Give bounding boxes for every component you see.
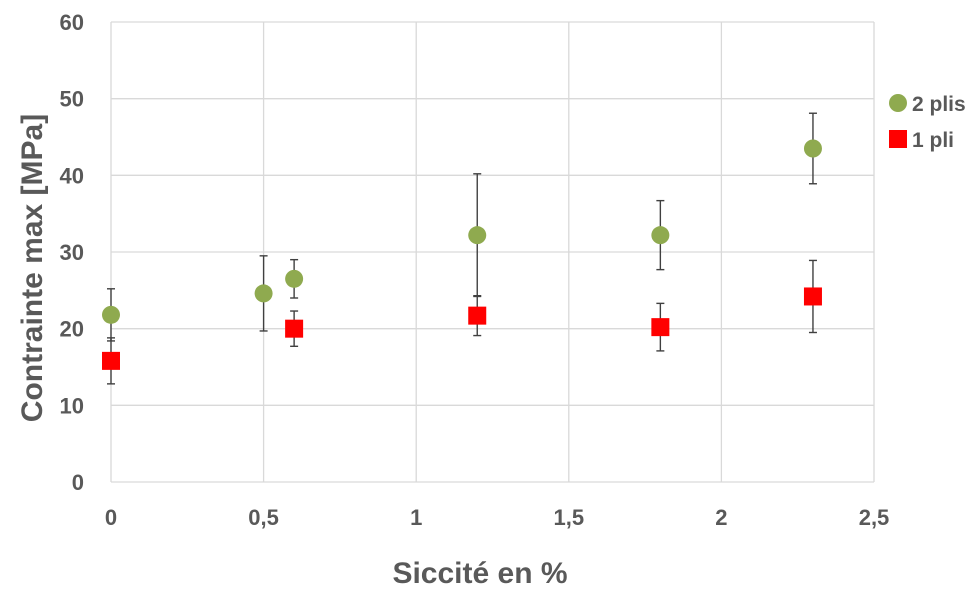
y-tick-label: 40 [60, 163, 84, 188]
legend-entry: 1 pli [889, 129, 954, 152]
data-point-circle [803, 139, 822, 158]
y-tick-label: 10 [60, 393, 84, 418]
data-point-circle [254, 284, 273, 303]
x-tick-label: 1,5 [554, 505, 585, 530]
x-tick-label: 2 [715, 505, 727, 530]
legend-label: 2 plis [912, 93, 966, 116]
legend-marker-circle [889, 94, 907, 112]
data-point-square [468, 306, 487, 325]
data-point-circle [651, 226, 670, 245]
data-point-square [102, 351, 120, 370]
legend-label: 1 pli [912, 129, 954, 152]
x-tick-label: 2,5 [859, 505, 890, 530]
legend: 2 plis 1 pli [889, 93, 966, 152]
data-point-square [803, 287, 822, 306]
data-point-square [651, 318, 670, 337]
error-bars [107, 112, 817, 385]
data-point-circle [102, 305, 120, 324]
x-axis-title: Siccité en % [392, 557, 567, 589]
y-tick-label: 0 [72, 470, 84, 495]
data-point-circle [285, 269, 304, 288]
y-axis-title: Contrainte max [MPa] [16, 114, 49, 422]
data-point-square [285, 319, 304, 338]
data-point-circle [468, 226, 487, 245]
y-axis-tick-labels: 0 10 20 30 40 50 60 [60, 10, 84, 495]
x-tick-label: 0 [105, 505, 117, 530]
y-tick-label: 30 [60, 240, 84, 265]
grid-lines [110, 21, 875, 483]
x-tick-label: 1 [410, 505, 422, 530]
y-tick-label: 60 [60, 10, 84, 35]
y-tick-label: 50 [60, 87, 84, 112]
x-axis-tick-labels: 0 0,5 1 1,5 2 2,5 [105, 505, 889, 530]
x-tick-label: 0,5 [248, 505, 279, 530]
legend-entry: 2 plis [889, 93, 966, 116]
data-markers [102, 139, 822, 370]
y-tick-label: 20 [60, 317, 84, 342]
legend-marker-square [889, 130, 907, 148]
